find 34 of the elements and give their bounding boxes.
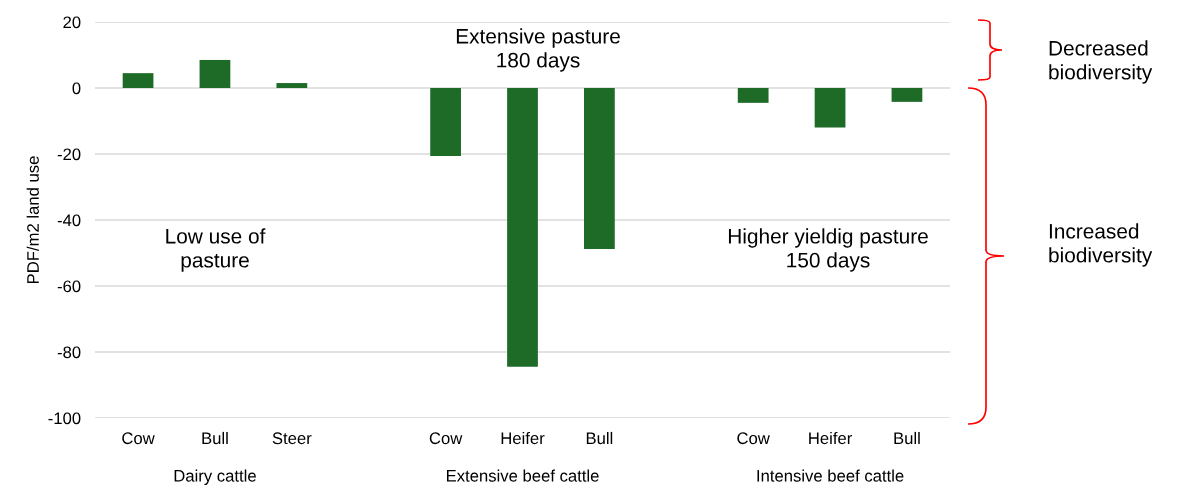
bar <box>737 88 769 103</box>
text: Extensive beef cattle <box>446 469 599 482</box>
annotation: Higher yieldig pasture 150 days <box>728 228 928 272</box>
annotation: Extensive pasture 180 days <box>456 28 620 72</box>
bar <box>199 59 231 88</box>
bar <box>584 88 615 250</box>
y-tick-label: -60 <box>57 280 81 293</box>
x-tick-label: Heifer <box>501 431 545 445</box>
bar <box>891 88 923 102</box>
bar <box>122 73 154 88</box>
y-tick-label: -20 <box>57 148 81 161</box>
x-tick-label: Bull <box>586 431 613 445</box>
bar <box>430 88 461 156</box>
x-tick-label: Cow <box>122 432 155 445</box>
bar <box>276 83 308 88</box>
y-tick-label: -80 <box>57 346 81 359</box>
y-tick-label: 0 <box>72 82 81 95</box>
x-tick-label: Cow <box>737 432 770 445</box>
text: Dairy cattle <box>174 469 256 486</box>
bar <box>814 88 846 128</box>
text: Increased biodiversity <box>1049 223 1153 267</box>
y-tick-label: 20 <box>63 16 81 29</box>
x-tick-label: Bull <box>894 431 920 445</box>
x-tick-label: Heifer <box>809 431 853 445</box>
x-tick-label: Bull <box>202 431 228 445</box>
y-axis-title: PDF/m2 land use <box>26 156 39 284</box>
text: Decreased biodiversity <box>1049 40 1153 84</box>
text: Intensive beef cattle <box>757 469 904 482</box>
y-tick-label: -100 <box>48 412 81 425</box>
annotation: Low use of pasture <box>166 228 266 272</box>
x-tick-label: Steer <box>272 432 312 445</box>
x-tick-label: Cow <box>429 432 463 445</box>
y-tick-label: -40 <box>57 214 81 227</box>
bar <box>507 88 538 367</box>
